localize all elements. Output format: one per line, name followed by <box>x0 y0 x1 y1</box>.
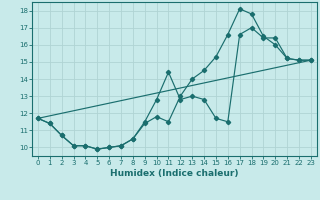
X-axis label: Humidex (Indice chaleur): Humidex (Indice chaleur) <box>110 169 239 178</box>
